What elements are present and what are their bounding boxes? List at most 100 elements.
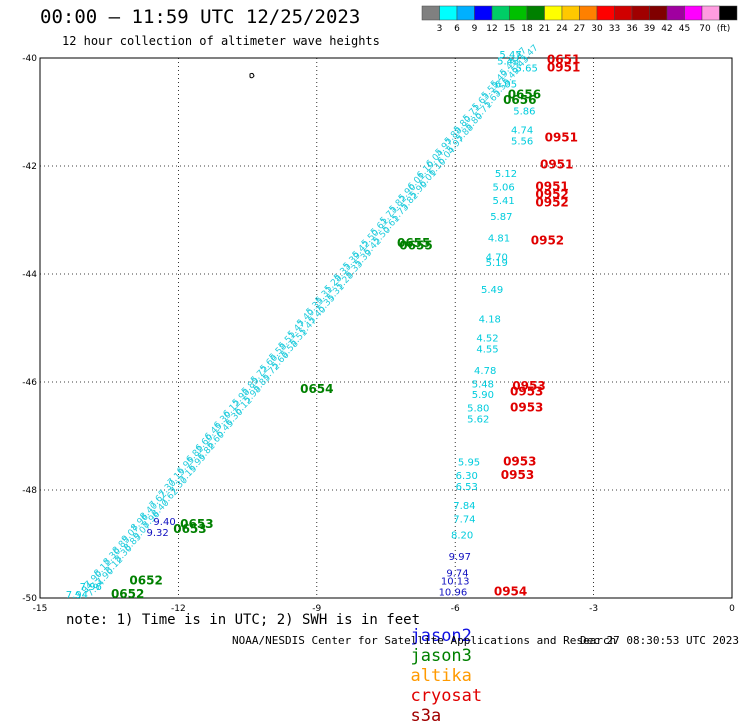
swh-value-label: 6.05 [495,80,517,91]
colorbar-swatch [684,5,703,21]
colorbar-label: 9 [472,24,478,34]
lat-tick-label: -44 [22,270,37,280]
colorbar-swatch [666,5,685,21]
swh-value-label: 5.86 [513,107,535,118]
colorbar-swatch [719,5,738,21]
lon-tick-label: -15 [33,604,48,614]
map-gridlines [40,58,732,598]
colorbar-unit: (ft) [717,24,731,34]
colorbar-label: 21 [539,24,550,34]
swh-value-label: 5.65 [516,64,538,75]
colorbar-label: 70 [699,24,711,34]
altimeter-map: 3 6 9 12 15 18 21 24 27 30 33 36 39 42 45 70 (ft) -15 -12… [22,5,738,614]
pass-id-label: 0954 [494,584,527,598]
colorbar-label: 30 [591,24,603,34]
colorbar: 3 6 9 12 15 18 21 24 27 30 33 36 39 42 45 70 (ft) [421,5,738,34]
pass-id-label: 0953 [501,468,534,482]
swh-value-label: 4.81 [488,234,510,245]
colorbar-swatch [544,5,563,21]
pass-id-label: 0653 [180,517,213,531]
pass-id-label: 0953 [512,379,545,393]
swh-value-label: 7.94 [66,590,88,601]
plot-frame [39,57,733,599]
pass-id-label: 0953 [503,455,536,469]
swh-value-label: 7.84 [453,501,475,512]
colorbar-swatch [491,5,510,21]
pass-id-label: 0653 [173,522,206,536]
lon-tick-label: -6 [451,604,460,614]
swh-value-label: 9.74 [446,568,468,579]
swh-value-label: 9.40 [153,517,175,528]
pass-id-label: 0656 [508,88,541,102]
colorbar-swatch [596,5,615,21]
swh-value-labels: 5.475.435.65 6.05 5.86 4.745.56 5.12 5.06 5.41… [66,50,538,601]
lon-tick-label: -9 [312,604,321,614]
colorbar-swatch [474,5,493,21]
colorbar-swatch [509,5,528,21]
colorbar-swatch [561,5,580,21]
swh-value-label: 10.13 [441,577,470,588]
legend-cryosat: cryosat [410,686,483,706]
pass-id-label: 0951 [540,158,573,172]
colorbar-swatch [649,5,668,21]
map-subtitle: 12 hour collection of altimeter wave hei… [62,34,380,48]
colorbar-label: 6 [454,24,460,34]
colorbar-label: 36 [626,24,638,34]
swh-value-label: 5.41 [493,196,515,207]
swh-value-label: 5.19 [486,258,508,269]
swh-value-label: 9.97 [449,552,471,563]
pass-id-label: 0654 [300,382,333,396]
lat-tick-label: -46 [22,378,37,388]
colorbar-swatch [526,5,545,21]
swh-value-label: 9.32 [147,528,169,539]
lat-tick-label: -42 [22,162,37,172]
swh-value-label: 6.30 [456,471,478,482]
lon-tick-label: 0 [729,604,735,614]
colorbar-label: 45 [679,24,690,34]
swh-value-label: 6.53 [456,482,478,493]
legend-jason2: jason2 [410,626,472,646]
swh-value-label: 5.49 [481,285,503,296]
credit-text: NOAA/NESDIS Center for Satellite Applica… [232,634,617,647]
pass-id-label: 0953 [510,385,543,399]
swh-value-label: 5.90 [472,390,494,401]
colorbar-label: 33 [609,24,620,34]
pass-id-label: 0652 [111,587,144,601]
lat-tick-label: -50 [22,594,37,604]
swh-value-label: 4.74 [511,126,533,137]
swh-value-label: 5.62 [467,415,489,426]
swh-value-label: 4.78 [474,366,496,377]
colorbar-swatch [456,5,475,21]
pass-id-label: 0651 [547,52,580,66]
pass-id-label: 0952 [535,196,568,210]
pass-id-label: 0951 [545,131,578,145]
colorbar-label: 18 [521,24,533,34]
lat-tick-label: -40 [22,54,37,64]
generated-timestamp: Dec 27 08:30:53 UTC 2023 [580,634,739,647]
swh-value-label: 5.47 [499,50,521,61]
colorbar-swatch [579,5,598,21]
map-title: 00:00 — 11:59 UTC 12/25/2023 [40,6,361,28]
lon-tick-label: -12 [171,604,186,614]
colorbar-label: 12 [486,24,497,34]
colorbar-label: 27 [574,24,585,34]
swh-value-label: 4.52 [476,334,498,345]
colorbar-swatch [631,5,650,21]
swh-value-label: 8.20 [451,531,473,542]
colorbar-label: 42 [661,24,672,34]
colorbar-swatch [421,5,440,21]
pass-id-label: 0952 [531,233,564,247]
pass-id-labels: 0651095106560656095109510951095209520952… [111,52,580,601]
colorbar-swatch [614,5,633,21]
swh-value-label: 4.70 [486,253,508,264]
axis-tick-labels: -15 -12 -9 -6 -3 0 -40 -42 -44 -46 -48 -50 [22,54,735,614]
colorbar-label: 24 [556,24,568,34]
swh-value-label: 10.96 [439,587,468,598]
swh-value-label: 5.80 [467,404,489,415]
legend-altika: altika [410,666,472,686]
lat-tick-label: -48 [22,486,37,496]
pass-id-label: 0655 [399,239,432,253]
colorbar-label: 3 [437,24,443,34]
colorbar-swatch [439,5,458,21]
lon-tick-label: -3 [589,604,598,614]
